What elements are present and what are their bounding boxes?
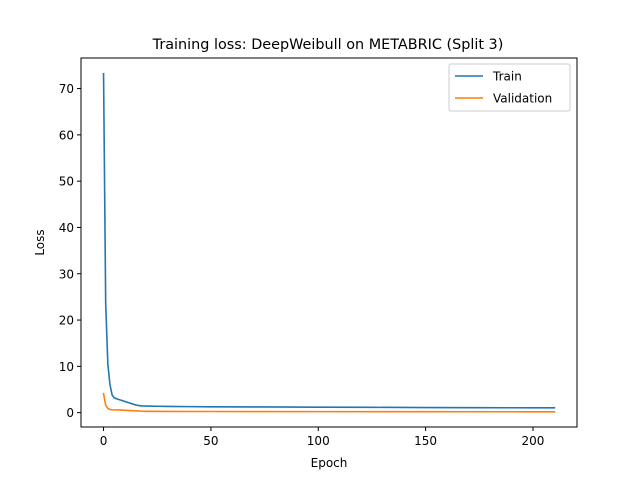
chart-title: Training loss: DeepWeibull on METABRIC (… bbox=[152, 37, 504, 53]
y-tick-label: 60 bbox=[59, 128, 74, 142]
y-tick-label: 40 bbox=[59, 221, 74, 235]
x-tick-label: 0 bbox=[100, 434, 108, 448]
series-line-train bbox=[102, 72, 556, 409]
y-axis: 0 10 20 30 40 50 60 70 bbox=[59, 82, 81, 420]
x-tick-label: 200 bbox=[522, 434, 545, 448]
x-tick-label: 150 bbox=[414, 434, 437, 448]
plot-frame bbox=[80, 57, 578, 428]
series-line-validation bbox=[102, 392, 556, 413]
x-axis-label: Epoch bbox=[311, 456, 348, 470]
y-tick-label: 30 bbox=[59, 267, 74, 281]
x-tick-label: 100 bbox=[307, 434, 330, 448]
legend: Train Validation bbox=[448, 63, 571, 112]
y-tick-label: 20 bbox=[59, 314, 74, 328]
x-tick-label: 50 bbox=[203, 434, 218, 448]
legend-label-train: Train bbox=[492, 70, 522, 84]
y-tick-label: 70 bbox=[59, 82, 74, 96]
legend-label-validation: Validation bbox=[493, 92, 552, 106]
y-tick-label: 0 bbox=[66, 406, 74, 420]
y-tick-label: 10 bbox=[59, 360, 74, 374]
x-axis: 0 50 100 150 200 bbox=[100, 427, 545, 448]
series-layer bbox=[102, 72, 556, 413]
y-axis-label: Loss bbox=[33, 229, 47, 255]
y-tick-label: 50 bbox=[59, 175, 74, 189]
